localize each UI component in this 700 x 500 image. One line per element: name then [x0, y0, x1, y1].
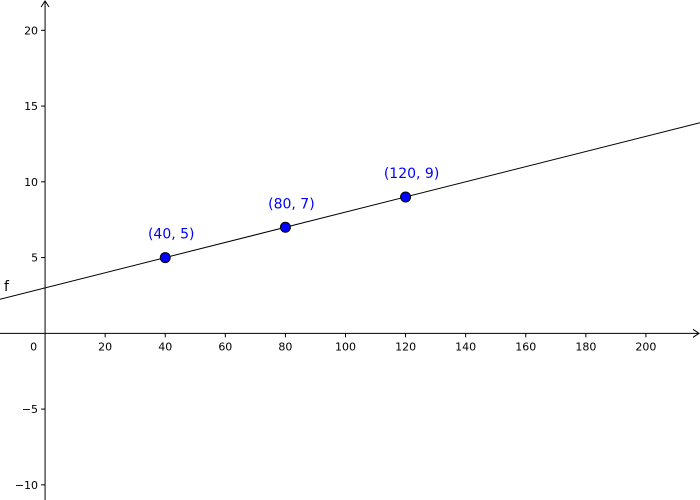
- data-point: [279, 221, 291, 233]
- axis-ticks: 0 20 40 60 80 100 120 140 160 180 200 −10 −5 5 10 15 20: [15, 24, 657, 492]
- y-tick-label: 20: [24, 24, 38, 37]
- x-tick-label: 160: [515, 340, 536, 353]
- data-points: (40, 5) (80, 7) (120, 9): [148, 166, 439, 264]
- point-label: (40, 5): [148, 227, 195, 243]
- x-tick-label: 20: [98, 340, 112, 353]
- x-tick-label: 180: [575, 340, 596, 353]
- point-label: (120, 9): [384, 166, 439, 182]
- x-tick-label: 140: [455, 340, 476, 353]
- x-tick-label: 100: [335, 340, 356, 353]
- point-label: (80, 7): [268, 196, 315, 212]
- function-graph: f: [0, 122, 700, 300]
- data-point: [400, 191, 412, 203]
- y-tick-label: 15: [24, 100, 38, 113]
- x-tick-label: 0: [30, 340, 37, 353]
- data-point: [159, 252, 171, 264]
- x-axis-arrow: [692, 328, 700, 338]
- x-tick-label: 120: [395, 340, 416, 353]
- y-tick-label: 10: [24, 176, 38, 189]
- y-axis-arrow: [40, 0, 50, 8]
- x-tick-label: 80: [278, 340, 292, 353]
- x-tick-label: 200: [635, 340, 656, 353]
- x-tick-label: 40: [158, 340, 172, 353]
- y-tick-label: 5: [31, 252, 38, 265]
- x-tick-label: 60: [218, 340, 232, 353]
- function-line-f: [0, 122, 700, 300]
- y-tick-label: −10: [15, 479, 38, 492]
- y-tick-label: −5: [22, 403, 38, 416]
- function-label: f: [4, 279, 10, 295]
